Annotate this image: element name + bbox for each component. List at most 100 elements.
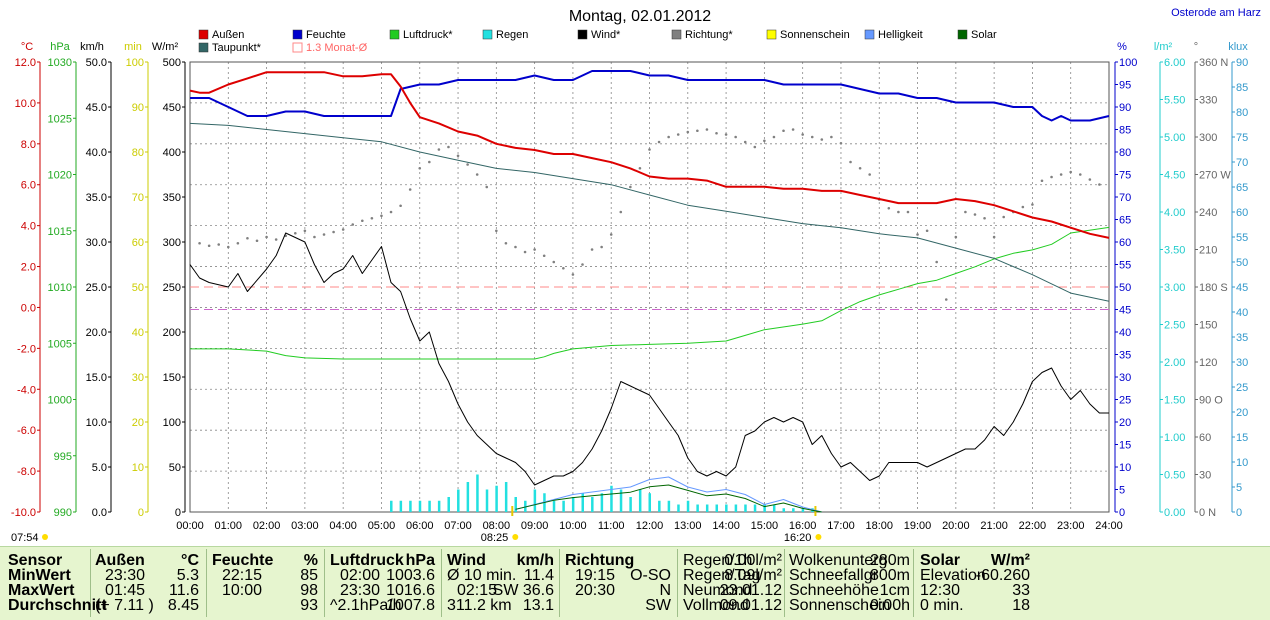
right-axis-tick-label: 270 W [1199, 170, 1231, 182]
left-axis-tick-label: 10 [132, 462, 144, 474]
right-axis-tick-label: 1.50 [1164, 395, 1185, 407]
x-tick-label: 21:00 [980, 520, 1008, 532]
direction-point [332, 230, 335, 234]
right-axis-unit: % [1117, 41, 1127, 53]
stats-value: 800m [869, 567, 910, 584]
stats-cell: Elevation [920, 567, 986, 584]
direction-point [801, 133, 804, 136]
rain-bar [428, 500, 431, 512]
x-tick-label: 11:00 [598, 520, 625, 532]
x-tick-label: 01:00 [215, 520, 243, 532]
left-axis-tick-label: 20.0 [86, 327, 107, 339]
left-axis-tick-label: 30 [132, 372, 144, 384]
stats-value: -60.260 [975, 567, 1030, 584]
legend-label: Solar [971, 29, 997, 41]
rain-bar [466, 482, 470, 512]
left-axis-tick-label: -10.0 [11, 507, 36, 519]
stats-divider [206, 549, 207, 617]
direction-point [782, 129, 785, 133]
left-axis-tick-label: 30.0 [86, 237, 107, 249]
left-axis-unit: min [124, 41, 142, 53]
right-axis-tick-label: 25 [1236, 382, 1248, 394]
left-axis-tick-label: 1000 [48, 395, 72, 407]
series-line-luftdruck [190, 226, 1110, 360]
direction-point [696, 129, 699, 133]
direction-point [935, 260, 938, 264]
stats-value: 93 [300, 597, 318, 614]
rain-bar [610, 485, 613, 512]
right-axis-tick-label: 240 [1199, 207, 1217, 219]
left-axis-tick-label: 1015 [48, 226, 72, 238]
x-tick-label: 23:00 [1057, 520, 1085, 532]
right-axis-tick-label: 65 [1236, 182, 1248, 194]
stats-divider [677, 549, 678, 617]
left-axis-tick-label: 450 [163, 102, 181, 114]
stats-value: 11.6 [169, 582, 199, 599]
direction-point [887, 206, 891, 210]
right-axis-tick-label: 5 [1236, 482, 1242, 494]
direction-point [964, 210, 967, 214]
legend-swatch [671, 29, 682, 40]
direction-point [361, 219, 364, 223]
right-axis-tick-label: 95 [1119, 80, 1131, 92]
direction-point [485, 185, 489, 189]
x-tick-label: 09:00 [521, 520, 549, 532]
right-axis-tick-label: 0 [1236, 507, 1242, 519]
rain-bar [562, 500, 565, 512]
right-axis-tick-label: 40 [1236, 307, 1248, 319]
direction-point [294, 231, 297, 235]
direction-point [638, 166, 642, 170]
right-axis-tick-label: 55 [1236, 232, 1248, 244]
stats-cell: 0 min. [920, 597, 964, 614]
stats-header: Außen [95, 552, 145, 569]
rain-bar [725, 504, 728, 512]
left-axis-tick-label: 35.0 [86, 192, 107, 204]
x-tick-label: 18:00 [865, 520, 893, 532]
x-tick-label: 06:00 [406, 520, 434, 532]
right-axis-tick-label: 150 [1199, 320, 1217, 332]
left-axis-tick-label: 0 [138, 507, 144, 519]
right-axis-tick-label: 60 [1119, 237, 1131, 249]
right-axis-tick-label: 0 N [1199, 507, 1216, 519]
left-axis-tick-label: 2.0 [21, 262, 36, 274]
stats-cell: Sonnenschein [789, 597, 891, 614]
legend-label: Regen [496, 29, 528, 41]
rain-bar [629, 497, 632, 512]
rain-bar [437, 500, 441, 512]
direction-point [648, 148, 651, 151]
right-axis-tick-label: 90 [1236, 57, 1248, 69]
direction-point [667, 135, 670, 139]
stats-value: 1016.6 [386, 582, 435, 599]
direction-point [590, 248, 594, 251]
direction-point [983, 216, 986, 220]
left-axis-tick-label: 300 [163, 237, 181, 249]
rain-bar [495, 485, 498, 512]
legend-label: Wind* [591, 29, 621, 41]
direction-point [897, 210, 900, 214]
direction-point [428, 160, 431, 164]
stats-value: 18 [1012, 597, 1030, 614]
direction-point [724, 133, 728, 136]
right-axis-tick-label: 1.00 [1164, 432, 1185, 444]
left-axis-tick-label: 90 [132, 102, 144, 114]
direction-point [1059, 173, 1063, 176]
direction-point [198, 241, 201, 245]
stats-cell: Ø 10 min. [447, 567, 517, 584]
left-axis-tick-label: -8.0 [17, 466, 36, 478]
right-axis-tick-label: 0.50 [1164, 470, 1185, 482]
legend-swatch [198, 29, 209, 40]
rain-bar [504, 482, 508, 512]
rain-bar [533, 489, 537, 512]
right-axis-tick-label: 2.00 [1164, 357, 1185, 369]
right-axis-tick-label: 0 [1119, 507, 1125, 519]
stats-unit: W/m² [990, 552, 1030, 569]
right-axis-tick-label: 35 [1236, 332, 1248, 344]
stats-unit: hPa [405, 552, 435, 569]
sunrise-icon [512, 534, 519, 540]
left-axis-tick-label: 20 [132, 417, 144, 429]
right-axis-tick-label: 4.00 [1164, 207, 1185, 219]
right-axis-tick-label: 75 [1236, 132, 1248, 144]
rain-bar [457, 489, 460, 512]
x-tick-label: 17:00 [827, 520, 855, 532]
right-axis-tick-label: 20 [1119, 417, 1131, 429]
